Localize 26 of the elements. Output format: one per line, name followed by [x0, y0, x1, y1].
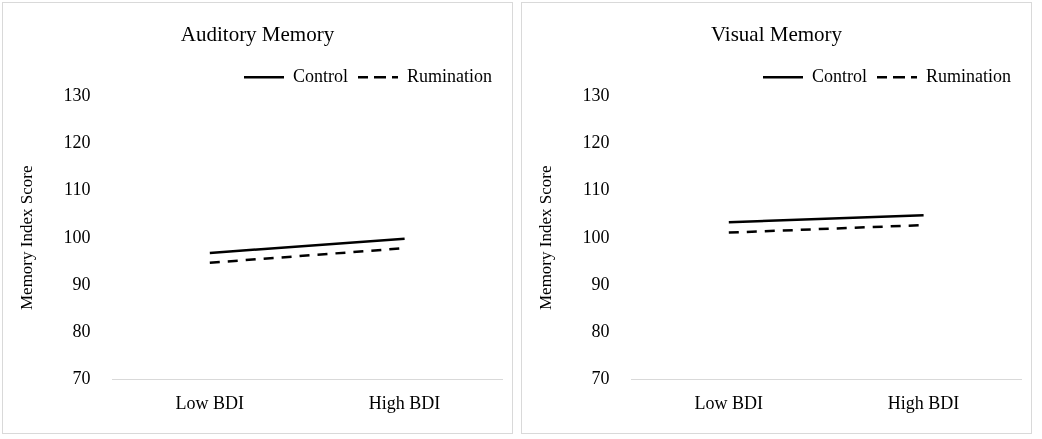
x-tick-label: Low BDI: [175, 392, 245, 413]
y-tick-label: 80: [591, 320, 610, 341]
legend-label: Control: [293, 65, 349, 86]
y-tick-label: 130: [63, 84, 91, 105]
y-axis-title: Memory Index Score: [16, 165, 36, 311]
y-axis-title: Memory Index Score: [535, 165, 555, 311]
y-tick-label: 100: [63, 226, 91, 247]
y-tick-label: 120: [582, 132, 610, 153]
y-tick-label: 130: [582, 84, 610, 105]
y-tick-label: 110: [583, 179, 610, 200]
legend-label: Control: [812, 65, 868, 86]
x-tick-label: High BDI: [887, 392, 960, 413]
legend-label: Rumination: [407, 65, 492, 86]
x-tick-label: High BDI: [368, 392, 441, 413]
y-tick-label: 120: [63, 132, 91, 153]
x-tick-label: Low BDI: [694, 392, 764, 413]
chart-title: Auditory Memory: [180, 22, 335, 47]
y-tick-label: 90: [72, 273, 91, 294]
y-tick-label: 70: [72, 368, 91, 389]
y-tick-label: 100: [582, 226, 610, 247]
legend-label: Rumination: [926, 65, 1011, 86]
chart-title: Visual Memory: [710, 22, 843, 47]
y-tick-label: 110: [64, 179, 91, 200]
y-tick-label: 80: [72, 320, 91, 341]
y-tick-label: 90: [591, 273, 610, 294]
y-tick-label: 70: [591, 368, 610, 389]
